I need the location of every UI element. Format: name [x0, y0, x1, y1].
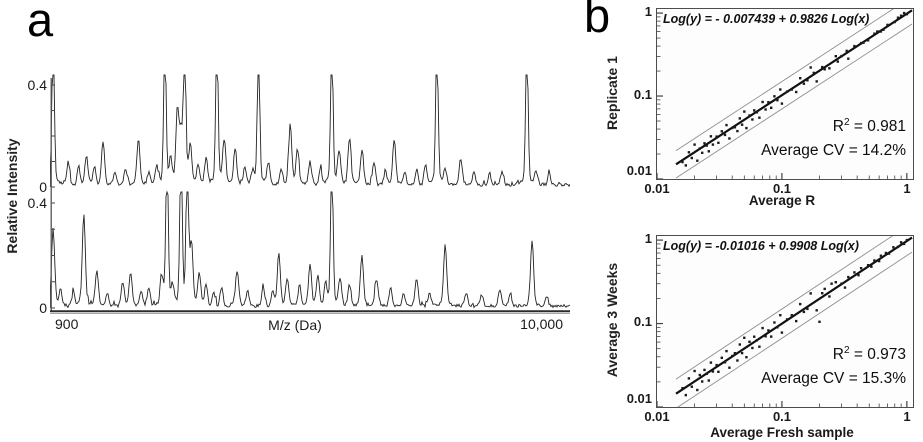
- intensity-tick-bottom-0: 0: [39, 300, 47, 316]
- x-tick-1-plot2: 1: [903, 409, 911, 424]
- replicate1-axis-label: Replicate 1: [604, 56, 620, 130]
- scatter-plot-1: [656, 8, 914, 180]
- regression-equation-1: Log(y) = - 0.007439 + 0.9826 Log(x): [663, 12, 870, 26]
- scatter-plot-2-canvas: [657, 236, 913, 407]
- intensity-tick-top-04: 0.4: [27, 77, 47, 93]
- r2-base-1: R: [832, 118, 844, 136]
- x-tick-1-plot1: 1: [903, 181, 911, 196]
- scatter-plot-1-canvas: [657, 9, 913, 179]
- r2-sup-1: 2: [843, 117, 850, 128]
- r2-base-2: R: [832, 346, 844, 364]
- mz-tick-900: 900: [55, 316, 79, 332]
- x-tick-001-plot1: 0.01: [644, 181, 670, 196]
- intensity-tick-bottom-04: 0.4: [27, 195, 47, 211]
- spectra-plot: [50, 74, 570, 315]
- r2-stat-1: R2 = 0.981: [740, 117, 906, 136]
- scatter-plot-2: [656, 235, 914, 408]
- x-tick-01-plot1: 0.1: [772, 181, 792, 196]
- r2-stat-2: R2 = 0.973: [740, 345, 906, 364]
- r2-sup-2: 2: [843, 345, 850, 356]
- regression-equation-2: Log(y) = -0.01016 + 0.9908 Log(x): [663, 239, 859, 253]
- y-tick-01-plot1: 0.1: [633, 87, 652, 102]
- mz-tick-10000: 10,000: [520, 316, 563, 332]
- average-fresh-sample-axis-label: Average Fresh sample: [710, 425, 854, 440]
- intensity-tick-top-0: 0: [39, 179, 47, 195]
- y-tick-01-plot2: 0.1: [633, 314, 652, 329]
- average-3-weeks-axis-label: Average 3 Weeks: [604, 262, 620, 378]
- cv-stat-2: Average CV = 15.3%: [761, 370, 906, 387]
- average-r-axis-label: Average R: [748, 193, 816, 208]
- y-tick-1-plot1: 1: [644, 4, 652, 19]
- r2-eq-1: = 0.981: [849, 118, 906, 136]
- panel-a-label: a: [27, 0, 54, 46]
- panel-b-label: b: [584, 0, 611, 42]
- mz-axis-label: M/z (Da): [268, 317, 322, 333]
- cv-stat-1: Average CV = 14.2%: [761, 142, 906, 159]
- y-tick-001-plot1: 0.01: [626, 163, 652, 178]
- r2-eq-2: = 0.973: [849, 346, 906, 364]
- y-tick-1-plot2: 1: [644, 231, 652, 246]
- x-tick-01-plot2: 0.1: [772, 409, 792, 424]
- x-tick-001-plot2: 0.01: [644, 409, 670, 424]
- y-tick-001-plot2: 0.01: [626, 391, 652, 406]
